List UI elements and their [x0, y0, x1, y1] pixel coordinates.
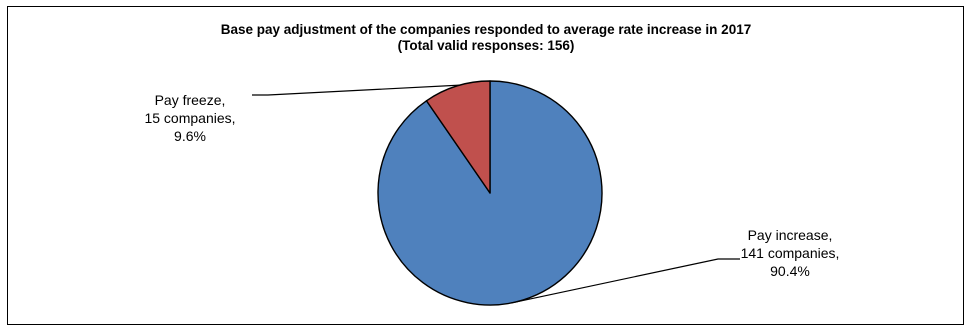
slice-labels: Pay increase, 141 companies, 90.4% Pay free… — [144, 92, 839, 279]
slice-label-pay-freeze-line-2: 15 companies, — [144, 110, 235, 126]
slice-label-pay-freeze-line-1: Pay freeze, — [155, 92, 226, 108]
slice-label-pay-increase-line-1: Pay increase, — [748, 227, 833, 243]
pie-slice-pay-freeze — [425, 80, 491, 194]
pie-slices — [377, 80, 603, 306]
slice-label-pay-increase-line-2: 141 companies, — [741, 245, 840, 261]
leader-line-pay-increase — [510, 258, 740, 304]
chart-title-line-1: Base pay adjustment of the companies res… — [220, 22, 752, 37]
chart-title: Base pay adjustment of the companies res… — [0, 22, 972, 54]
chart-title-line-2: (Total valid responses: 156) — [397, 38, 575, 53]
slice-label-pay-freeze-line-3: 9.6% — [174, 128, 206, 144]
leader-line-pay-freeze — [252, 84, 461, 96]
slice-label-pay-increase-line-3: 90.4% — [770, 263, 810, 279]
leader-lines — [252, 84, 740, 304]
